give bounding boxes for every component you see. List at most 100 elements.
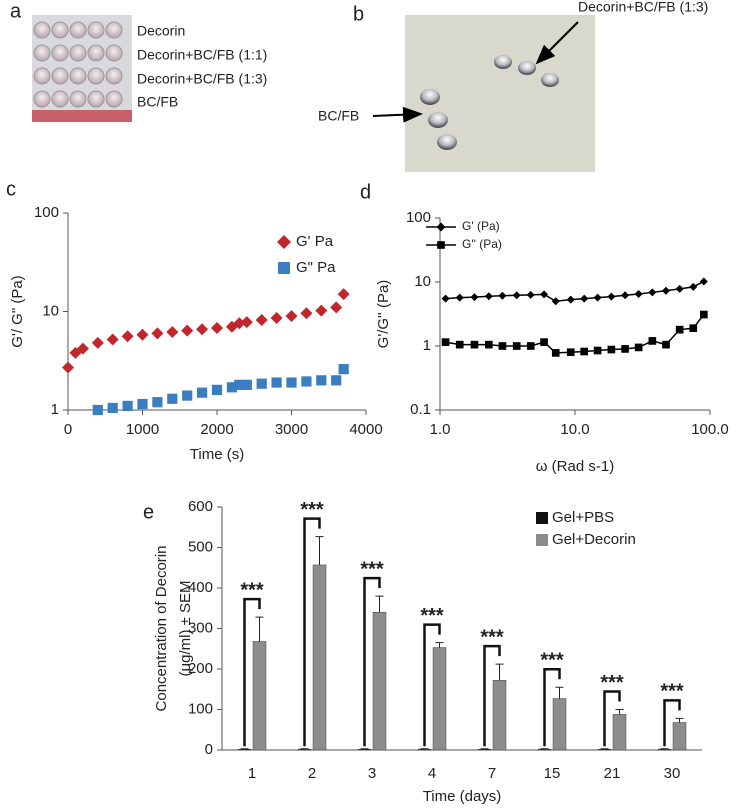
photo-a (32, 15, 132, 122)
point (689, 324, 698, 332)
point (675, 325, 684, 334)
y-tick-label: 10 (414, 273, 431, 290)
significance-bracket (243, 597, 261, 747)
y-axis-label: (μg/ml) ± SEM (177, 580, 194, 676)
annotation: *** (480, 626, 504, 648)
y-tick-label: 100 (34, 204, 59, 221)
point (166, 325, 179, 338)
point (226, 382, 237, 393)
point (551, 349, 560, 357)
point (271, 377, 282, 388)
panel-label: a (10, 0, 22, 22)
x-tick-label: 30 (664, 765, 681, 782)
point (441, 338, 450, 346)
significance-bracket (483, 644, 501, 747)
photo-label: Decorin (137, 23, 185, 39)
point (512, 291, 521, 300)
point (699, 277, 708, 286)
point (580, 347, 589, 356)
annotation: *** (540, 650, 564, 672)
point (62, 361, 74, 374)
x-tick-label: 0 (64, 421, 72, 438)
point (234, 379, 245, 390)
significance-bracket (303, 517, 321, 747)
photo-label: BC/FB (318, 108, 359, 124)
x-tick-label: 1000 (126, 421, 159, 438)
point (330, 301, 343, 314)
point (441, 294, 450, 303)
point (526, 342, 535, 350)
x-tick-label: 2 (308, 765, 316, 782)
point (607, 345, 616, 354)
point (211, 321, 223, 334)
y-tick-label: 100 (188, 700, 213, 717)
bar (552, 698, 567, 751)
point (182, 390, 193, 401)
point (593, 346, 602, 355)
photo-label: Decorin+BC/FB (1:3) (137, 71, 267, 87)
photo-label: Decorin+BC/FB (1:3) (578, 0, 708, 15)
point (455, 340, 464, 349)
error-bar (615, 709, 624, 715)
y-tick-label: 10 (42, 302, 59, 319)
panel-label: b (353, 3, 364, 25)
annotation: *** (300, 499, 324, 521)
point (470, 340, 479, 349)
y-tick-label: 0.1 (410, 401, 431, 418)
point (689, 282, 698, 291)
error-bar (435, 642, 444, 648)
bar (432, 647, 447, 751)
point (484, 292, 493, 301)
x-tick-label: 100.0 (691, 421, 729, 438)
legend-label: G' (Pa) (462, 219, 500, 233)
bar (252, 641, 267, 751)
point (256, 378, 267, 389)
error-bar (315, 536, 324, 565)
point (137, 398, 148, 410)
bar (237, 748, 252, 751)
point (241, 379, 252, 390)
x-tick-label: 3 (368, 765, 376, 782)
error-bar (495, 663, 504, 681)
point (675, 284, 684, 293)
point (152, 397, 163, 408)
point (196, 323, 209, 336)
legend-label: G'' (Pa) (462, 237, 502, 251)
y-tick-label: 200 (188, 660, 213, 677)
y-tick-label: 100 (406, 209, 431, 226)
point (338, 364, 349, 375)
point (607, 292, 616, 301)
legend-label: Gel+PBS (552, 509, 614, 526)
point (91, 336, 104, 349)
point (331, 375, 342, 386)
bar (477, 748, 492, 751)
annotation: *** (240, 579, 264, 601)
panel-label: c (6, 178, 16, 200)
x-tick-label: 2000 (200, 421, 233, 438)
point (566, 348, 575, 357)
bar (312, 564, 327, 751)
bar (672, 722, 687, 751)
bar (357, 748, 372, 751)
error-bar (375, 595, 384, 613)
point (167, 393, 178, 404)
bar (537, 748, 552, 751)
point (286, 377, 297, 388)
point (580, 294, 589, 303)
legend-marker (436, 222, 446, 232)
bar (597, 748, 612, 751)
x-axis-label: Time (days) (423, 788, 502, 805)
point (455, 293, 464, 302)
point (76, 342, 89, 355)
annotation: *** (360, 558, 384, 580)
point (699, 310, 708, 319)
point (621, 291, 630, 300)
point (566, 295, 575, 304)
x-tick-label: 21 (604, 765, 621, 782)
y-tick-label: 300 (188, 619, 213, 636)
legend-swatch (536, 534, 548, 546)
y-axis-label: G'/ G" (Pa) (9, 275, 26, 347)
photo-label: Decorin+BC/FB (1:1) (137, 47, 267, 63)
point (122, 400, 133, 412)
point (470, 293, 479, 302)
